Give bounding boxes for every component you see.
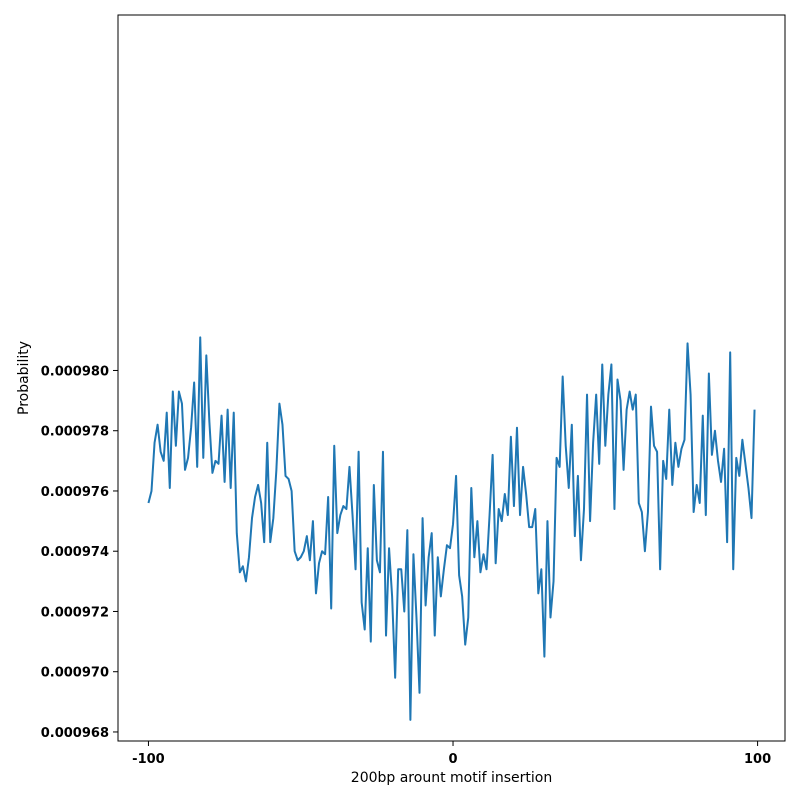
y-tick-label: 0.000978 <box>41 425 109 440</box>
y-axis-label: Probability <box>16 341 32 415</box>
y-tick-label: 0.000980 <box>41 364 109 379</box>
y-tick-label: 0.000976 <box>41 485 109 500</box>
plot-line-layer <box>147 336 756 721</box>
y-tick-label: 0.000970 <box>41 666 109 681</box>
plot-frame <box>117 14 786 742</box>
y-tick-label: 0.000972 <box>41 605 109 620</box>
x-tick-label: 0 <box>448 752 457 767</box>
x-tick-label: -100 <box>132 752 165 767</box>
y-tick-label: 0.000968 <box>41 726 109 741</box>
x-axis-ticks: -100 0 100 <box>132 741 771 767</box>
x-axis-label: 200bp arount motif insertion <box>351 770 552 786</box>
series-line <box>147 336 756 721</box>
x-tick-label: 100 <box>744 752 771 767</box>
y-axis-ticks: 0.000968 0.000970 0.000972 0.000974 0.000976… <box>41 364 118 741</box>
y-tick-label: 0.000974 <box>41 545 109 560</box>
